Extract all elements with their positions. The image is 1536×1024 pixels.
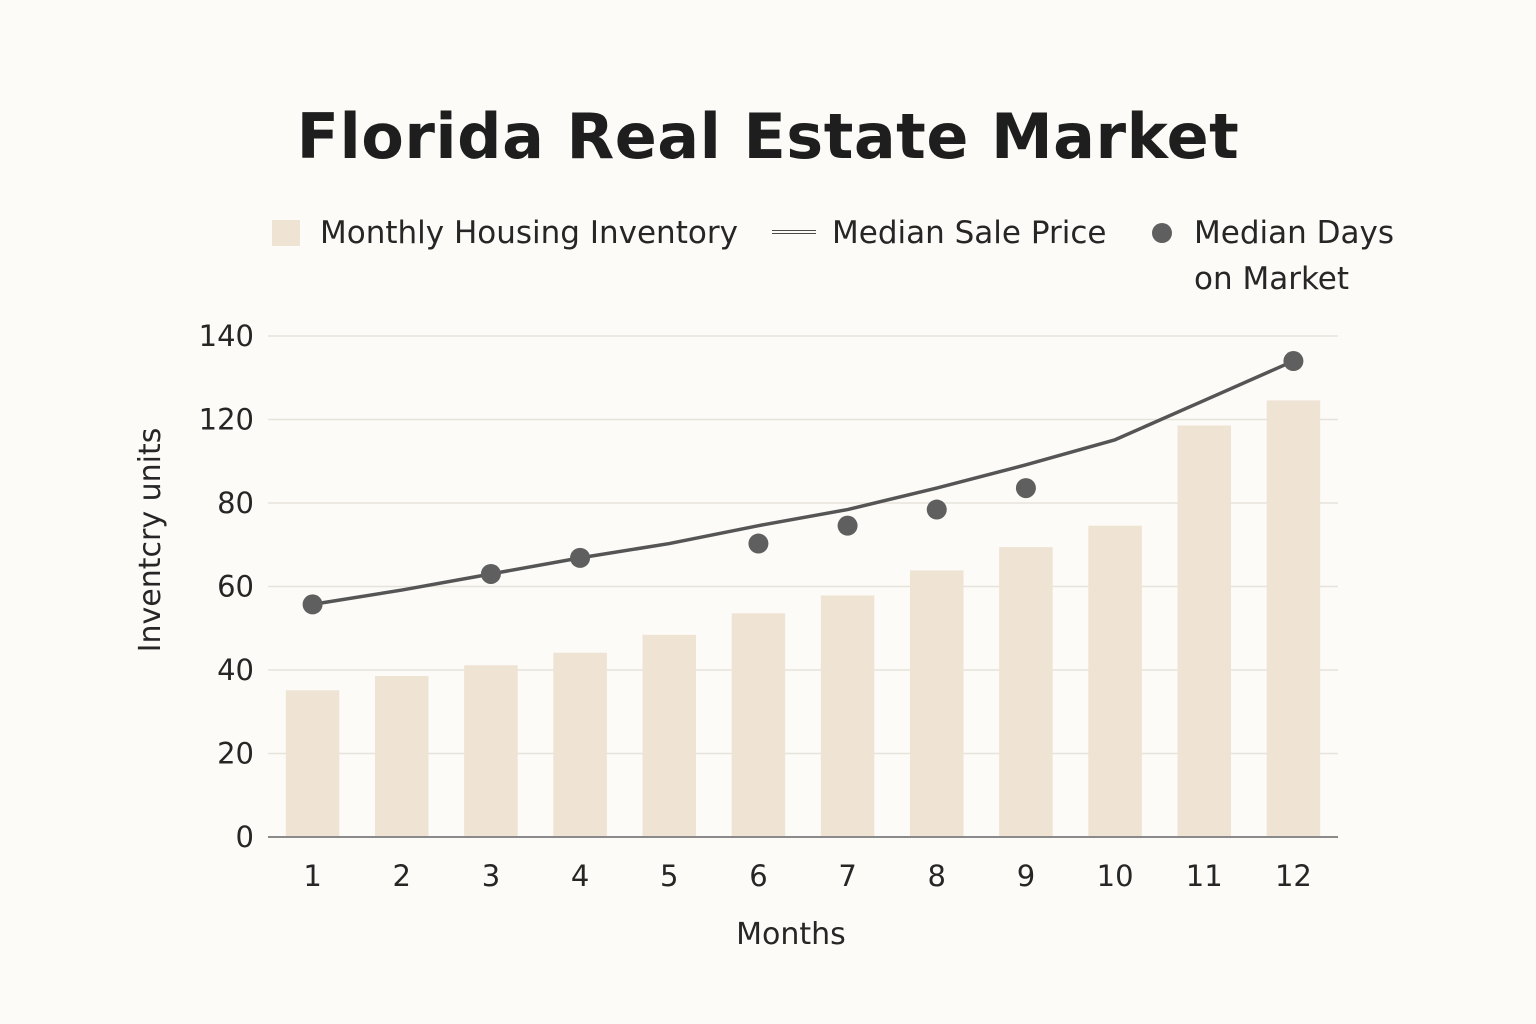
bar: [553, 652, 607, 837]
y-tick-label: 120: [199, 403, 254, 437]
chart-title: Florida Real Estate Market: [296, 100, 1240, 173]
x-tick-label: 10: [1097, 859, 1134, 893]
bar-series: [285, 400, 1321, 837]
x-tick-label: 2: [393, 859, 411, 893]
y-tick-label: 20: [217, 737, 254, 771]
y-tick-label: 40: [217, 653, 254, 687]
data-point: [1015, 478, 1036, 499]
x-tick-label: 9: [1017, 859, 1035, 893]
bar: [464, 665, 518, 837]
bar: [1266, 400, 1321, 837]
legend-bar-swatch: [272, 220, 300, 246]
legend-label-days-line-2: on Market: [1194, 261, 1350, 297]
legend-label-days-on-market: Median Days on Market: [1194, 210, 1394, 302]
x-tick-label: 7: [838, 859, 856, 893]
x-tick-labels: 1 2 3 4 5 6 7 8 9 10 11 12: [303, 859, 1312, 893]
y-tick-label: 140: [199, 319, 254, 353]
y-tick-label: 0: [236, 820, 254, 854]
series-line: [310, 359, 1296, 607]
legend-label-sale-price: Median Sale Price: [832, 215, 1107, 251]
y-tick-label: 60: [217, 570, 254, 604]
legend-item-days-on-market: Median Days on Market: [1152, 210, 1394, 302]
bar: [910, 570, 964, 837]
x-tick-label: 12: [1275, 859, 1312, 893]
bar: [999, 547, 1053, 837]
legend-label-days-line-1: Median Days: [1194, 215, 1394, 251]
x-tick-label: 8: [928, 859, 946, 893]
bar: [731, 613, 786, 837]
line-series: [310, 359, 1296, 607]
legend-label-inventory: Monthly Housing Inventory: [320, 215, 738, 251]
dot-series: [302, 351, 1304, 615]
x-axis-title: Months: [736, 917, 846, 952]
data-point: [570, 547, 591, 568]
bar: [642, 634, 696, 837]
x-tick-label: 5: [660, 859, 678, 893]
x-tick-label: 1: [303, 859, 321, 893]
y-tick-labels: 0 20 40 60 80 120 140: [199, 319, 254, 854]
legend-item-inventory: Monthly Housing Inventory: [272, 210, 738, 256]
data-point: [926, 499, 947, 520]
bar: [285, 690, 340, 837]
data-point: [1283, 351, 1304, 372]
data-point: [480, 563, 501, 584]
x-tick-label: 3: [482, 859, 500, 893]
data-point: [302, 594, 323, 615]
bar: [1177, 425, 1231, 837]
legend-line-swatch: [772, 230, 816, 236]
x-tick-label: 6: [749, 859, 767, 893]
x-tick-label: 4: [571, 859, 589, 893]
data-point: [837, 515, 858, 536]
bar: [1088, 525, 1142, 837]
x-tick-label: 11: [1186, 859, 1223, 893]
legend-item-sale-price: Median Sale Price: [772, 210, 1106, 256]
bar: [820, 595, 875, 837]
legend-dot-swatch: [1152, 223, 1172, 243]
data-point: [748, 533, 769, 554]
y-axis-title: Inventcry units: [133, 428, 168, 653]
bar: [375, 675, 429, 837]
y-tick-label: 80: [217, 486, 254, 520]
